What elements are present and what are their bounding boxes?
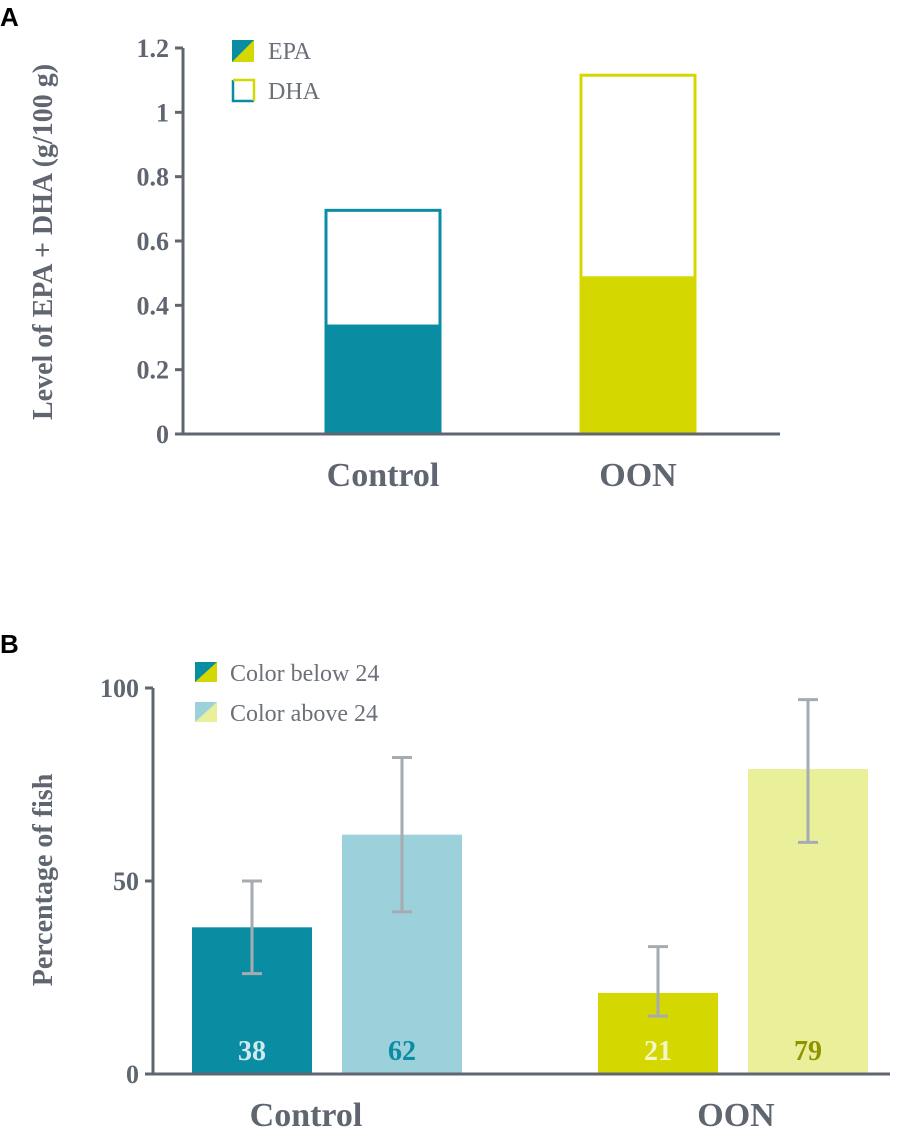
- legend-swatch-color-above-24: [195, 702, 217, 722]
- panel-b-letter: B: [0, 629, 19, 659]
- bar-dha-oon: [579, 73, 697, 280]
- error-bar-color-above-24-oon: [798, 698, 818, 844]
- legend-swatch-epa: [232, 40, 254, 62]
- panel-b-chart: Percentage of fish 0 50 100 38 62 21 79 Contr…: [28, 661, 890, 1134]
- data-label-color-below-24-control: 38: [238, 1036, 266, 1067]
- data-label-color-above-24-control: 62: [388, 1036, 416, 1067]
- panel-b-category-label: OON: [697, 1097, 775, 1134]
- data-label-color-below-24-oon: 21: [644, 1036, 672, 1067]
- panel-b-legend: Color below 24 Color above 24: [195, 661, 379, 727]
- legend-label-color-above-24: Color above 24: [230, 701, 378, 727]
- legend-label-epa: EPA: [268, 39, 312, 65]
- panel-b-ytick-label: 0: [126, 1060, 139, 1089]
- panel-a-ytick-label: 0.6: [137, 227, 170, 256]
- panel-a-ytick-label: 0.4: [137, 291, 170, 320]
- data-label-color-above-24-oon: 79: [794, 1036, 822, 1067]
- panel-a-ytick-label: 1: [156, 98, 169, 127]
- panel-a-ytick-label: 0: [156, 420, 169, 449]
- error-bar-color-below-24-control: [242, 879, 262, 976]
- legend-label-dha: DHA: [268, 79, 321, 105]
- panel-a-letter: A: [0, 2, 19, 32]
- legend-label-color-below-24: Color below 24: [230, 661, 379, 687]
- panel-a-category-label: OON: [599, 457, 677, 494]
- bar-epa-control: [324, 324, 442, 434]
- panel-a-ytick-label: 0.8: [137, 163, 170, 192]
- legend-swatch-dha: [231, 78, 256, 103]
- panel-a-chart: Level of EPA + DHA (g/100 g) 0 0.2 0.4 0.6 0…: [28, 34, 780, 494]
- panel-a-category-label: Control: [327, 457, 440, 494]
- error-bar-color-below-24-oon: [648, 945, 668, 1018]
- panel-b-category-label: Control: [250, 1097, 363, 1134]
- panel-b-ylabel: Percentage of fish: [28, 773, 59, 986]
- panel-a-ytick-label: 0.2: [137, 356, 170, 385]
- bar-dha-control: [324, 208, 442, 328]
- bar-epa-oon: [579, 276, 697, 434]
- error-bar-color-above-24-control: [392, 755, 412, 914]
- panel-b-ytick-label: 100: [100, 674, 139, 703]
- panel-a-ylabel: Level of EPA + DHA (g/100 g): [28, 64, 59, 420]
- panel-b-ytick-label: 50: [113, 867, 139, 896]
- legend-swatch-color-below-24: [195, 662, 217, 682]
- panel-a-legend: EPA DHA: [231, 39, 321, 105]
- panel-a-ytick-label: 1.2: [137, 34, 170, 63]
